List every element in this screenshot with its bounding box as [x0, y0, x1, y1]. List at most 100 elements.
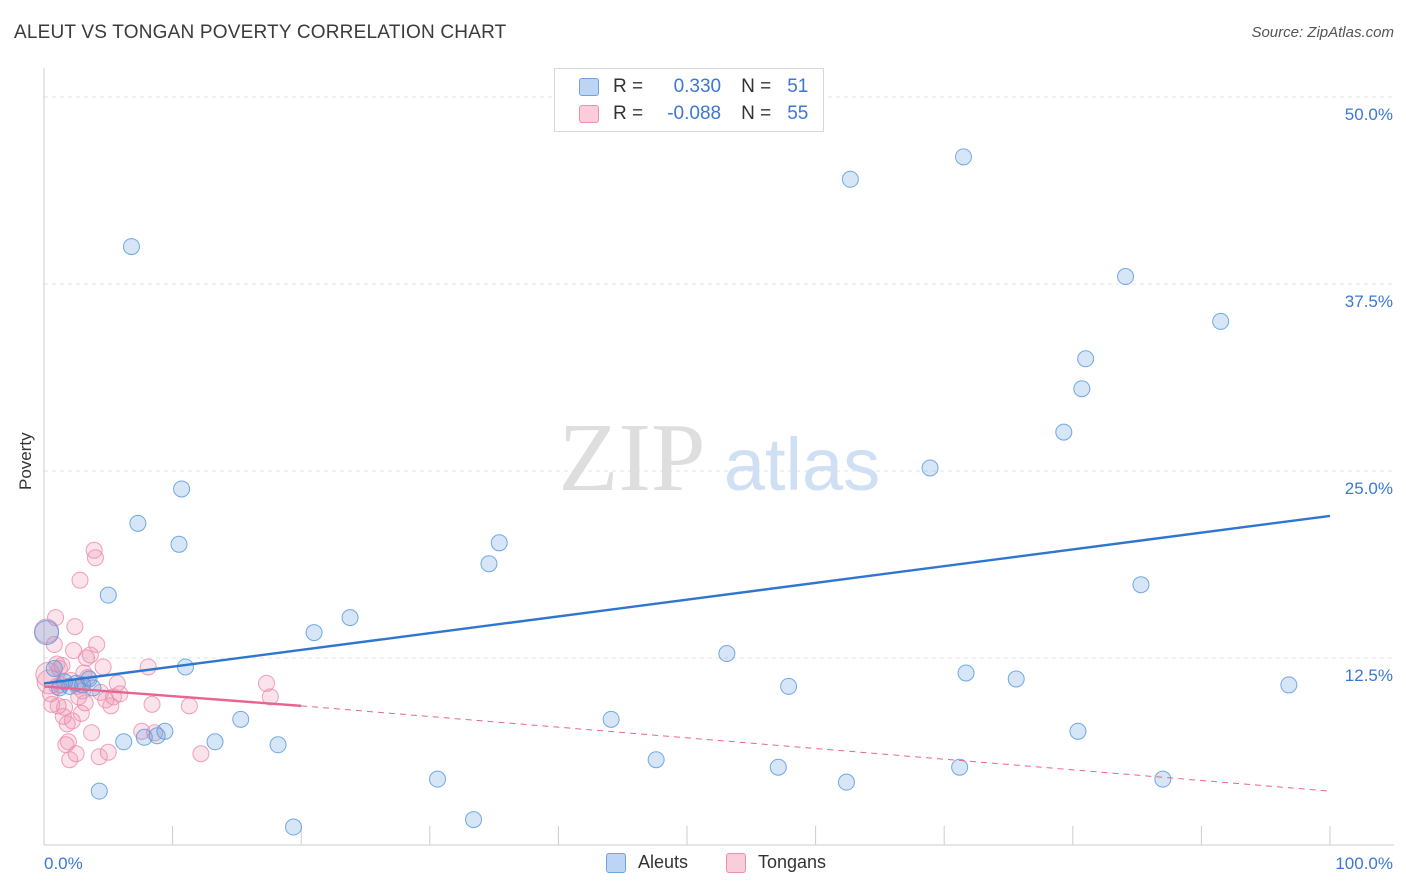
aleut-point — [602, 710, 620, 728]
aleut-trend-line — [43, 514, 1331, 685]
tongan-point — [58, 715, 76, 733]
aleut-point — [1280, 676, 1298, 694]
aleut-point — [1073, 380, 1091, 398]
tongan-point — [72, 704, 90, 722]
tongan-point — [81, 646, 99, 664]
legend-n-value: 55 — [787, 103, 809, 124]
aleut-point — [1077, 350, 1095, 368]
tongan-point — [61, 751, 79, 769]
aleut-point — [99, 586, 117, 604]
aleut-point — [718, 645, 736, 663]
tongan-point — [66, 618, 84, 636]
aleut-point — [269, 736, 287, 754]
aleut-point — [122, 238, 140, 256]
aleut-point — [1069, 722, 1087, 740]
watermark-zip: ZIP — [559, 404, 706, 512]
tongan-point — [94, 658, 112, 676]
aleut-points — [34, 148, 1298, 836]
legend-row-aleuts: R = 0.330 N = 51 — [555, 75, 808, 99]
tongan-point — [83, 724, 101, 742]
trend-lines — [43, 514, 1331, 792]
bottom-swatch-tongans — [726, 852, 746, 873]
legend-n-value: 51 — [787, 76, 809, 97]
tongan-point — [43, 695, 61, 713]
correlation-legend: R = 0.330 N = 51 R = -0.088 N = 55 — [554, 68, 824, 132]
tongan-point — [261, 688, 279, 706]
tongan-point — [99, 743, 117, 761]
aleut-point — [954, 148, 972, 166]
aleut-point — [957, 664, 975, 682]
bottom-legend-tongans-label: Tongans — [758, 852, 827, 872]
aleut-point — [115, 733, 133, 751]
tongan-point — [56, 698, 74, 716]
y-tick-label: 37.5% — [1345, 292, 1393, 311]
tongan-point — [65, 642, 83, 660]
tongan-trend-extension — [301, 705, 1331, 792]
watermark-atlas: atlas — [724, 423, 880, 506]
aleut-point — [176, 658, 194, 676]
tongan-point — [59, 733, 77, 751]
aleut-point — [1055, 423, 1073, 441]
aleut-point — [429, 770, 447, 788]
aleut-point — [45, 659, 63, 677]
tongan-point — [192, 745, 210, 763]
aleut-point — [170, 535, 188, 553]
x-tick-label-max: 100.0% — [1335, 854, 1393, 873]
aleut-point — [837, 773, 855, 791]
aleut-point — [232, 710, 250, 728]
tongan-point — [88, 636, 106, 654]
legend-n-label: N = — [741, 76, 772, 97]
tongan-point — [111, 685, 129, 703]
aleut-point — [284, 818, 302, 836]
aleut-point — [1212, 312, 1230, 330]
aleut-point — [1117, 268, 1135, 286]
legend-r-label: R = — [613, 76, 644, 97]
bottom-legend-aleuts-label: Aleuts — [638, 852, 689, 872]
y-tick-label: 50.0% — [1345, 105, 1393, 124]
axes — [43, 68, 1394, 846]
tongan-point — [49, 697, 67, 715]
aleut-point — [305, 624, 323, 642]
legend-row-tongans: R = -0.088 N = 55 — [555, 102, 808, 126]
legend-r-label: R = — [613, 103, 644, 124]
x-tick-label-min: 0.0% — [44, 854, 83, 873]
aleut-point — [647, 751, 665, 769]
tongan-point — [139, 658, 157, 676]
bottom-legend-aleuts: Aleuts — [606, 852, 688, 873]
bottom-legend-tongans: Tongans — [726, 852, 826, 873]
aleut-point — [129, 514, 147, 532]
tongan-point — [90, 748, 108, 766]
tongan-point — [257, 674, 275, 692]
tongan-point — [48, 655, 66, 673]
legend-swatch-aleuts — [579, 78, 599, 96]
tongan-point — [86, 549, 104, 567]
chart-source: Source: ZipAtlas.com — [1251, 24, 1394, 41]
chart-title: ALEUT VS TONGAN POVERTY CORRELATION CHAR… — [14, 22, 507, 43]
tongan-point — [180, 697, 198, 715]
tongan-point — [143, 695, 161, 713]
y-tick-label: 12.5% — [1345, 666, 1393, 685]
aleut-point — [34, 620, 60, 646]
aleut-point — [173, 480, 191, 498]
watermark: ZIP atlas — [559, 404, 881, 512]
legend-r-value: 0.330 — [673, 76, 722, 97]
aleut-point — [206, 733, 224, 751]
bottom-swatch-aleuts — [606, 852, 626, 873]
tongan-point — [71, 571, 89, 589]
x-tick-labels: 0.0% 100.0% — [44, 854, 1393, 873]
aleut-point — [1154, 770, 1172, 788]
aleut-point — [135, 728, 153, 746]
tongan-trend-line — [43, 685, 302, 708]
y-tick-label: 25.0% — [1345, 479, 1393, 498]
aleut-point — [841, 170, 859, 188]
legend-n-label: N = — [741, 103, 772, 124]
tongan-point — [76, 694, 94, 712]
aleut-point — [951, 758, 969, 776]
aleut-point — [480, 555, 498, 573]
aleut-point — [156, 722, 174, 740]
y-axis-label: Poverty — [16, 432, 35, 490]
aleut-point — [1132, 576, 1150, 594]
aleut-point — [780, 677, 798, 695]
aleut-point — [1007, 670, 1025, 688]
aleut-point — [341, 609, 359, 627]
